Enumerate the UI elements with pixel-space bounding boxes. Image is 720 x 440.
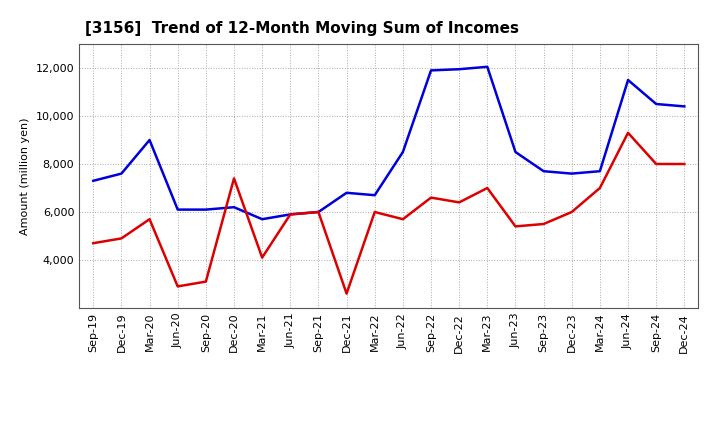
Net Income: [174, 284, 182, 289]
Net Income: [483, 185, 492, 191]
Ordinary Income: [595, 169, 604, 174]
Ordinary Income: [680, 104, 688, 109]
Ordinary Income: [89, 178, 98, 183]
Net Income: [399, 216, 408, 222]
Net Income: [314, 209, 323, 215]
Net Income: [202, 279, 210, 284]
Ordinary Income: [567, 171, 576, 176]
Ordinary Income: [145, 137, 154, 143]
Ordinary Income: [286, 212, 294, 217]
Ordinary Income: [342, 190, 351, 195]
Line: Net Income: Net Income: [94, 133, 684, 293]
Ordinary Income: [483, 64, 492, 70]
Y-axis label: Amount (million yen): Amount (million yen): [20, 117, 30, 235]
Net Income: [286, 212, 294, 217]
Ordinary Income: [427, 68, 436, 73]
Net Income: [258, 255, 266, 260]
Net Income: [511, 224, 520, 229]
Net Income: [230, 176, 238, 181]
Net Income: [145, 216, 154, 222]
Line: Ordinary Income: Ordinary Income: [94, 67, 684, 219]
Net Income: [427, 195, 436, 200]
Text: [3156]  Trend of 12-Month Moving Sum of Incomes: [3156] Trend of 12-Month Moving Sum of I…: [86, 21, 519, 36]
Ordinary Income: [511, 149, 520, 154]
Net Income: [567, 209, 576, 215]
Ordinary Income: [652, 101, 660, 106]
Ordinary Income: [624, 77, 632, 83]
Ordinary Income: [539, 169, 548, 174]
Net Income: [370, 209, 379, 215]
Net Income: [117, 236, 126, 241]
Ordinary Income: [202, 207, 210, 212]
Ordinary Income: [174, 207, 182, 212]
Net Income: [89, 241, 98, 246]
Net Income: [652, 161, 660, 167]
Ordinary Income: [399, 149, 408, 154]
Net Income: [342, 291, 351, 296]
Net Income: [595, 185, 604, 191]
Net Income: [455, 200, 464, 205]
Ordinary Income: [230, 205, 238, 210]
Ordinary Income: [258, 216, 266, 222]
Ordinary Income: [314, 209, 323, 215]
Ordinary Income: [117, 171, 126, 176]
Net Income: [624, 130, 632, 136]
Ordinary Income: [455, 66, 464, 72]
Ordinary Income: [370, 193, 379, 198]
Net Income: [680, 161, 688, 167]
Net Income: [539, 221, 548, 227]
